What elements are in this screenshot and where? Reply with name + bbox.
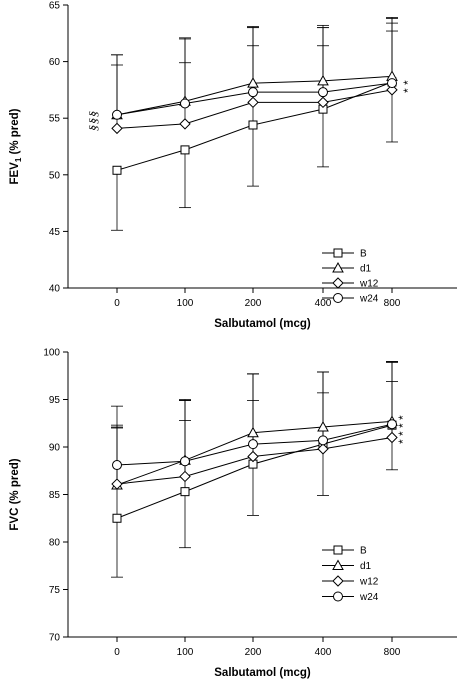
fev1-x-tick-label: 400 bbox=[315, 298, 332, 309]
fvc-point-B bbox=[112, 513, 122, 523]
fvc-x-tick-label: 800 bbox=[384, 647, 401, 658]
fev1-section-mark: § bbox=[86, 125, 100, 131]
fev1-significance-mark: * bbox=[401, 88, 415, 93]
fvc-legend-label: w12 bbox=[359, 577, 379, 588]
fvc-legend-label: w24 bbox=[359, 592, 379, 603]
fvc-point-d1 bbox=[247, 426, 259, 438]
fev1-significance-mark: * bbox=[401, 80, 415, 85]
fev1-point-w24 bbox=[112, 109, 122, 120]
fev1-legend-label: B bbox=[360, 249, 367, 260]
fvc-point-w24 bbox=[248, 439, 258, 450]
fvc-point-w12 bbox=[386, 431, 398, 444]
fev1-y-tick-label: 45 bbox=[49, 227, 61, 238]
fvc-errorbars-w24 bbox=[111, 361, 398, 466]
fev1-point-w24 bbox=[318, 87, 328, 98]
fev1-point-w24 bbox=[387, 78, 397, 89]
fev1-point-w24 bbox=[180, 98, 190, 109]
fev1-y-tick-label: 50 bbox=[49, 170, 61, 181]
fvc-point-d1 bbox=[317, 421, 329, 432]
fvc-y-tick-label: 75 bbox=[49, 585, 61, 596]
fev1-point-w12 bbox=[179, 118, 191, 130]
fvc-significance-mark: * bbox=[396, 415, 410, 420]
fvc-significance-mark: * bbox=[396, 439, 410, 444]
fev1-y-tick-label: 55 bbox=[49, 114, 61, 125]
fvc-y-axis-title: FVC (% pred) bbox=[9, 458, 21, 530]
fev1-x-tick-label: 0 bbox=[114, 298, 120, 309]
fvc-x-axis-title: Salbutamol (mcg) bbox=[214, 667, 311, 679]
fev1-legend-label: w12 bbox=[359, 279, 379, 290]
fev1-section-mark: § bbox=[86, 118, 100, 124]
fvc-point-w24 bbox=[387, 419, 397, 430]
fev1-legend: Bd1 w12 w24 bbox=[322, 248, 379, 305]
fev1-y-tick-label: 60 bbox=[49, 57, 61, 68]
fvc-point-w24 bbox=[180, 456, 190, 467]
fvc-y-tick-label: 95 bbox=[49, 395, 61, 406]
fev1-x-tick-label: 100 bbox=[177, 298, 194, 309]
fvc-significance-mark: * bbox=[396, 423, 410, 428]
fev1-point-B bbox=[180, 145, 190, 155]
fvc-legend-marker-w12 bbox=[332, 575, 344, 587]
fvc-point-w24 bbox=[318, 435, 328, 446]
fev1-legend-marker-w24 bbox=[333, 293, 343, 303]
fev1-point-d1 bbox=[317, 74, 329, 86]
fev1-y-tick-label: 65 bbox=[49, 1, 61, 12]
fvc-y-tick-label: 85 bbox=[49, 490, 61, 501]
fvc-x-tick-label: 0 bbox=[114, 647, 120, 658]
fvc-x-tick-label: 100 bbox=[177, 647, 194, 658]
fvc-legend-label: B bbox=[360, 546, 367, 557]
fev1-point-w12 bbox=[317, 96, 329, 109]
fvc-y-tick-label: 80 bbox=[49, 538, 61, 549]
fvc-point-B bbox=[180, 487, 190, 497]
fvc-y-tick-label: 70 bbox=[49, 633, 61, 644]
fev1-point-B bbox=[248, 120, 258, 130]
fvc-significance-mark: * bbox=[396, 431, 410, 436]
fvc-legend-marker-d1 bbox=[332, 559, 344, 570]
fvc-legend-marker-B bbox=[333, 545, 343, 555]
fev1-point-B bbox=[112, 165, 122, 175]
fev1-point-d1 bbox=[247, 77, 259, 88]
fvc-chart: 70 75 80 85 90 95 100 0 100 200 400 800 Salbutamol (… bbox=[9, 348, 457, 679]
fvc-point-w12 bbox=[247, 450, 259, 463]
fvc-y-tick-label: 100 bbox=[43, 348, 60, 359]
fev1-legend-label: w24 bbox=[359, 294, 379, 305]
fvc-y-tick-label: 90 bbox=[49, 443, 61, 454]
fev1-x-axis-title: Salbutamol (mcg) bbox=[214, 318, 311, 330]
fev1-x-tick-label: 200 bbox=[245, 298, 262, 309]
fev1-chart: 40 45 50 55 60 65 0 100 200 400 800 Salbutamol (mcg… bbox=[9, 1, 457, 330]
fvc-point-w24 bbox=[112, 460, 122, 471]
fev1-legend-marker-B bbox=[333, 248, 343, 258]
fev1-legend-label: d1 bbox=[360, 264, 372, 275]
fvc-x-tick-label: 400 bbox=[315, 647, 332, 658]
fev1-x-tick-label: 800 bbox=[384, 298, 401, 309]
fvc-legend-label: d1 bbox=[360, 561, 372, 572]
fvc-point-w12 bbox=[317, 443, 329, 455]
fev1-point-w24 bbox=[248, 87, 258, 98]
fev1-y-axis-title: FEV1 (% pred) bbox=[9, 108, 23, 184]
fev1-errorbars-w12 bbox=[111, 30, 398, 129]
fvc-series-line-B bbox=[116, 424, 393, 519]
fev1-annotation-right: ** bbox=[401, 80, 415, 93]
fvc-annotation-right: * * * * bbox=[396, 415, 410, 444]
fev1-point-w12 bbox=[111, 122, 123, 135]
fvc-legend-marker-w24 bbox=[333, 591, 343, 602]
fev1-y-tick-label: 40 bbox=[49, 284, 61, 295]
fvc-errorbars-B bbox=[111, 361, 398, 578]
fev1-annotation-left: §§§ bbox=[86, 111, 100, 131]
fvc-x-tick-label: 200 bbox=[245, 647, 262, 658]
fvc-point-w12 bbox=[111, 478, 123, 490]
fev1-point-w12 bbox=[247, 96, 259, 109]
fev1-section-mark: § bbox=[86, 111, 100, 117]
fvc-legend: Bd1 w12 w24 bbox=[322, 545, 379, 603]
fvc-point-w12 bbox=[179, 470, 191, 483]
fev1-legend-marker-w12 bbox=[332, 277, 344, 289]
fev1-legend-marker-d1 bbox=[332, 261, 344, 273]
